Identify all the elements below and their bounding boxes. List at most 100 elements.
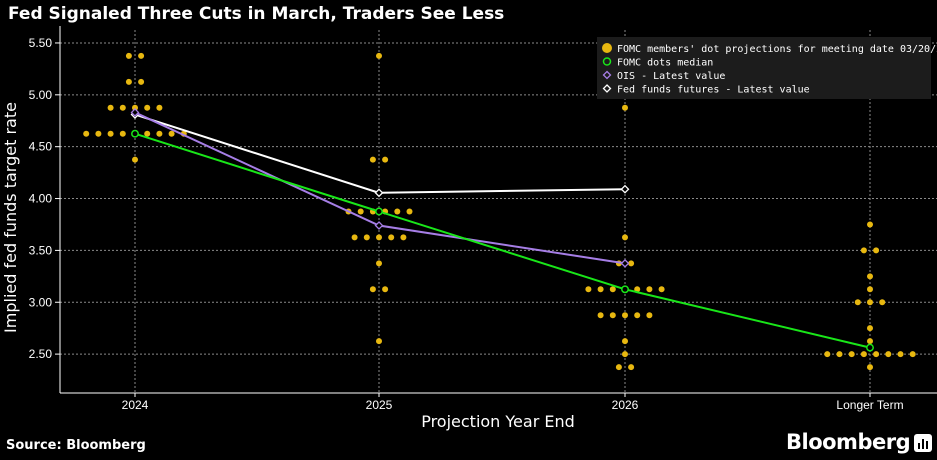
fomc-dot xyxy=(132,104,138,111)
fomc-dot xyxy=(867,299,873,306)
futures-line xyxy=(134,113,626,194)
fomc-dot xyxy=(854,299,861,306)
median-marker xyxy=(131,129,139,138)
fomc-dot xyxy=(107,104,114,111)
fomc-dot xyxy=(873,351,880,358)
fomc-dot xyxy=(848,351,855,358)
y-tick-label: 5.00 xyxy=(29,88,53,102)
legend-futures-icon xyxy=(602,84,612,93)
fomc-dot xyxy=(369,286,376,293)
fomc-dot xyxy=(138,52,145,59)
fomc-dot xyxy=(609,286,616,293)
chart-title: Fed Signaled Three Cuts in March, Trader… xyxy=(8,4,505,24)
fomc-dot xyxy=(144,104,151,111)
fomc-dot xyxy=(622,351,628,358)
fomc-dot xyxy=(658,286,665,293)
y-axis-label: Implied fed funds target rate xyxy=(1,102,20,333)
x-tick-label: 2026 xyxy=(612,398,639,412)
x-tick-label: Longer Term xyxy=(836,398,903,412)
fomc-dot xyxy=(646,286,653,293)
x-axis-label: Projection Year End xyxy=(421,412,575,431)
fomc-dot xyxy=(376,260,382,267)
fomc-dot xyxy=(646,312,653,319)
y-tick-label: 3.00 xyxy=(29,295,53,309)
fomc-dot xyxy=(132,156,138,163)
fomc-dot xyxy=(376,234,382,241)
fomc-dot xyxy=(382,286,389,293)
fomc-dot xyxy=(119,104,126,111)
fomc-dot xyxy=(125,78,132,85)
legend-box xyxy=(597,37,931,99)
fomc-dot xyxy=(168,130,175,137)
fomc-dot xyxy=(867,338,873,345)
y-tick-label: 4.50 xyxy=(29,140,53,154)
x-tick-label: 2024 xyxy=(122,398,149,412)
ois-marker xyxy=(374,221,384,230)
futures-marker xyxy=(620,184,630,194)
dot-projections xyxy=(83,52,916,371)
fomc-dot xyxy=(144,130,151,137)
legend-entry: FOMC dots median xyxy=(617,58,713,69)
median-marker xyxy=(866,343,874,352)
y-tick-label: 4.00 xyxy=(29,192,53,206)
fomc-dot xyxy=(406,208,413,215)
fomc-dot xyxy=(824,351,831,358)
x-tick-label: 2025 xyxy=(366,398,393,412)
legend-ois-icon xyxy=(602,70,612,80)
fomc-dot xyxy=(634,286,641,293)
fomc-dot xyxy=(95,130,102,137)
ois-marker xyxy=(130,108,140,117)
fomc-dot xyxy=(609,312,616,319)
series-lines xyxy=(130,108,874,352)
source-note: Source: Bloomberg xyxy=(6,438,146,453)
fomc-dot xyxy=(885,351,892,358)
median-marker xyxy=(621,285,629,294)
legend-dots-icon xyxy=(602,43,612,53)
fomc-dot xyxy=(860,247,867,254)
fomc-dot xyxy=(867,286,873,293)
fomc-dot xyxy=(83,130,90,137)
median-marker xyxy=(375,207,383,216)
legend-entry: FOMC members' dot projections for meetin… xyxy=(617,44,937,55)
fomc-dot xyxy=(867,221,873,228)
brand-logo: Bloomberg xyxy=(786,430,911,454)
fomc-dot xyxy=(909,351,916,358)
fomc-dot xyxy=(369,156,376,163)
fomc-dot xyxy=(107,130,114,137)
fomc-dot xyxy=(597,312,604,319)
ois-line xyxy=(134,111,626,265)
fomc-dot xyxy=(156,104,163,111)
fomc-dot xyxy=(125,52,132,59)
fomc-dot xyxy=(622,234,628,241)
fomc-dot xyxy=(388,234,395,241)
fomc-dot xyxy=(119,130,126,137)
y-tick-label: 2.50 xyxy=(29,347,53,361)
fomc-dot xyxy=(622,104,628,111)
fomc-dot xyxy=(615,364,622,371)
fomc-dot xyxy=(400,234,407,241)
futures-marker xyxy=(374,188,384,198)
y-tick-label: 5.50 xyxy=(29,36,53,50)
bloomberg-chart-icon xyxy=(914,434,932,452)
fomc-dot xyxy=(382,156,389,163)
fomc-dot xyxy=(622,312,628,319)
fomc-dot xyxy=(376,338,382,345)
fomc-dot xyxy=(394,208,401,215)
fomc-dot xyxy=(867,325,873,332)
fomc-dot xyxy=(585,286,592,293)
fomc-dot xyxy=(622,338,628,345)
fomc-dot xyxy=(376,52,382,59)
fomc-dot xyxy=(897,351,904,358)
ois-marker xyxy=(620,258,630,268)
legend: FOMC members' dot projections for meetin… xyxy=(597,37,937,99)
fomc-dot xyxy=(867,364,873,371)
fomc-dot xyxy=(351,234,358,241)
fomc-dot xyxy=(860,351,867,358)
legend-median-icon xyxy=(602,57,612,66)
fomc-dot xyxy=(156,130,163,137)
axes: 2.50 3.00 3.50 4.00 4.50 5.00 5.50 2024 2025 2026… xyxy=(1,26,937,431)
fomc-dot xyxy=(867,273,873,280)
fomc-dot xyxy=(873,247,880,254)
fomc-dot xyxy=(628,364,635,371)
